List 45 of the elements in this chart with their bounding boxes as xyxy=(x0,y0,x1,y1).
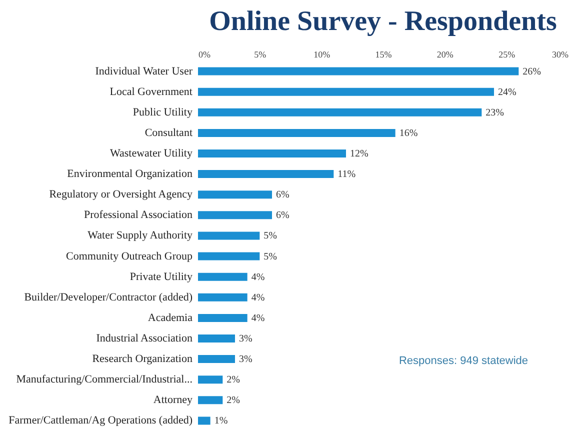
data-label: 4% xyxy=(251,272,265,283)
y-tick-label: Regulatory or Oversight Agency xyxy=(49,188,193,201)
y-tick-label: Water Supply Authority xyxy=(88,230,193,242)
data-label: 3% xyxy=(239,354,252,366)
y-tick-label: Attorney xyxy=(153,394,193,406)
x-tick-label: 5% xyxy=(254,50,267,60)
y-tick-label: Public Utility xyxy=(132,106,193,118)
data-label: 4% xyxy=(251,312,265,324)
data-label: 1% xyxy=(214,416,228,427)
y-tick-label: Environmental Organization xyxy=(67,168,193,180)
y-tick-label: Manufacturing/Commercial/Industrial... xyxy=(16,374,193,386)
y-tick-label: Farmer/Cattleman/Ag Operations (added) xyxy=(8,414,193,427)
y-tick-label: Research Organization xyxy=(92,353,193,366)
y-tick-label: Builder/Developer/Contractor (added) xyxy=(24,291,193,304)
data-label: 16% xyxy=(399,128,418,139)
x-tick-label: 20% xyxy=(436,50,454,60)
y-tick-label: Industrial Association xyxy=(96,332,193,344)
data-label: 5% xyxy=(264,230,278,242)
annotation: Responses: 949 statewide xyxy=(398,355,528,367)
x-tick-label: 15% xyxy=(375,50,392,60)
x-tick-label: 0% xyxy=(198,50,211,60)
y-tick-label: Academia xyxy=(148,312,193,324)
y-tick-label: Wastewater Utility xyxy=(110,148,193,160)
x-tick-label: 30% xyxy=(552,50,569,60)
data-label: 12% xyxy=(350,148,368,160)
y-tick-label: Local Government xyxy=(110,86,192,98)
data-label: 5% xyxy=(264,251,278,262)
y-tick-label: Private Utility xyxy=(130,270,193,283)
data-label: 2% xyxy=(226,374,240,386)
data-label: 23% xyxy=(486,107,504,118)
x-tick-label: 10% xyxy=(314,50,331,60)
data-label: 4% xyxy=(251,292,265,304)
y-tick-label: Individual Water User xyxy=(95,65,193,78)
data-label: 26% xyxy=(522,66,542,78)
data-label: 6% xyxy=(276,210,290,222)
data-label: 11% xyxy=(338,169,356,180)
data-label: 24% xyxy=(498,86,516,98)
y-tick-label: Professional Association xyxy=(84,209,193,222)
data-label: 2% xyxy=(226,395,240,406)
x-tick-label: 25% xyxy=(498,50,516,60)
data-label: 6% xyxy=(276,190,290,201)
y-tick-label: Consultant xyxy=(144,126,192,139)
y-tick-label: Community Outreach Group xyxy=(66,250,193,262)
data-label: 3% xyxy=(239,334,252,344)
chart-title: Online Survey - Respondents xyxy=(209,6,557,37)
